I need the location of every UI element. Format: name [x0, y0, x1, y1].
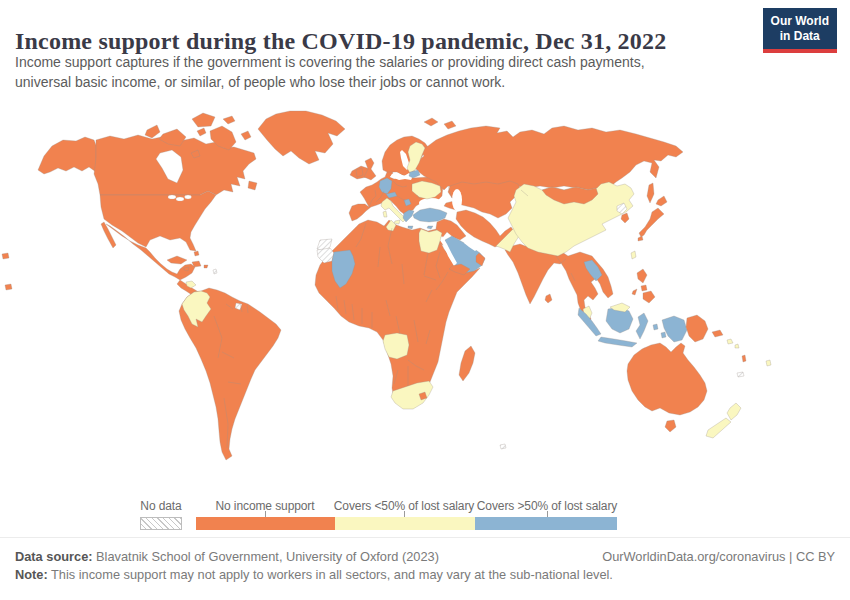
island-palawan[interactable] [632, 289, 637, 295]
island-maluku-1[interactable] [653, 324, 658, 330]
country-cyprus[interactable] [427, 226, 433, 229]
data-source-label: Data source: [15, 549, 93, 564]
legend-no-data-swatch[interactable] [140, 517, 182, 530]
island-mindanao[interactable] [643, 291, 655, 303]
island-sakhalin[interactable] [647, 183, 654, 203]
legend-bar-covers-lt-50[interactable] [335, 517, 475, 530]
black-sea [419, 198, 443, 208]
island-hokkaido[interactable] [656, 196, 667, 206]
territory-new-caledonia[interactable] [737, 372, 744, 377]
note-label: Note: [15, 567, 48, 582]
island-west-papua[interactable] [662, 316, 687, 342]
note-line: Note: This income support may not apply … [15, 567, 613, 582]
legend-bar-covers-gt-50[interactable] [475, 517, 617, 530]
island-crete[interactable] [408, 226, 413, 229]
country-mauritania[interactable] [317, 248, 334, 263]
owid-link[interactable]: OurWorldinData.org/coronavirus | CC BY [602, 549, 835, 564]
island-pacific-1[interactable] [2, 253, 9, 259]
country-australia[interactable] [627, 343, 707, 415]
great-lakes [168, 195, 176, 199]
data-source-text: Blavatnik School of Government, Universi… [93, 549, 439, 564]
island-ellesmere[interactable] [192, 113, 215, 127]
country-usa[interactable] [100, 191, 216, 251]
caspian-sea [452, 189, 462, 211]
data-source-line: Data source: Blavatnik School of Governm… [15, 549, 439, 564]
country-sri-lanka[interactable] [545, 294, 552, 303]
island-java[interactable] [598, 337, 637, 347]
island-kyushu[interactable] [638, 236, 643, 241]
island-arctic-2[interactable] [241, 131, 251, 140]
island-newfoundland[interactable] [248, 181, 257, 190]
legend-bar-no-income-support[interactable] [196, 517, 335, 530]
legend-no-data-label: No data [140, 499, 181, 513]
great-lakes-2 [176, 197, 184, 201]
island-new-britain[interactable] [712, 330, 723, 337]
island-novaya-zemlya[interactable] [444, 121, 456, 129]
note-text: This income support may not apply to wor… [48, 567, 613, 582]
country-new-zealand-north[interactable] [727, 403, 741, 420]
island-honshu[interactable] [639, 208, 664, 237]
island-banks[interactable] [145, 125, 160, 138]
country-greenland[interactable] [258, 111, 345, 164]
island-arctic-1[interactable] [197, 128, 206, 136]
country-cuba[interactable] [167, 256, 187, 264]
country-papua-new-guinea[interactable] [686, 315, 708, 342]
island-devon[interactable] [223, 116, 235, 124]
island-maluku-2[interactable] [661, 332, 666, 338]
island-svalbard[interactable] [424, 118, 438, 126]
country-alaska[interactable] [38, 137, 96, 174]
country-angola[interactable] [383, 333, 409, 359]
country-bahamas[interactable] [194, 251, 199, 256]
country-fiji[interactable] [766, 360, 771, 366]
island-pacific-2[interactable] [5, 284, 12, 290]
country-madagascar[interactable] [459, 346, 475, 381]
island-luzon[interactable] [637, 269, 647, 283]
island-tasmania[interactable] [665, 420, 676, 432]
country-south-korea[interactable] [621, 213, 629, 223]
great-lakes-3 [185, 195, 192, 199]
country-solomon-2[interactable] [735, 344, 739, 348]
island-sardinia[interactable] [383, 211, 387, 217]
country-vanuatu[interactable] [742, 355, 746, 362]
footer-divider [0, 537, 850, 538]
country-new-zealand-south[interactable] [706, 418, 731, 438]
island-sicily[interactable] [394, 220, 400, 224]
country-taiwan[interactable] [631, 251, 636, 259]
island-visayas[interactable] [641, 285, 647, 291]
country-solomon-1[interactable] [727, 339, 733, 344]
island-southern-1[interactable] [500, 444, 506, 449]
country-puerto-rico[interactable] [204, 265, 208, 268]
island-sulawesi[interactable] [636, 313, 648, 339]
country-jamaica[interactable] [184, 267, 189, 271]
territory-lesser-antilles[interactable] [213, 269, 217, 274]
